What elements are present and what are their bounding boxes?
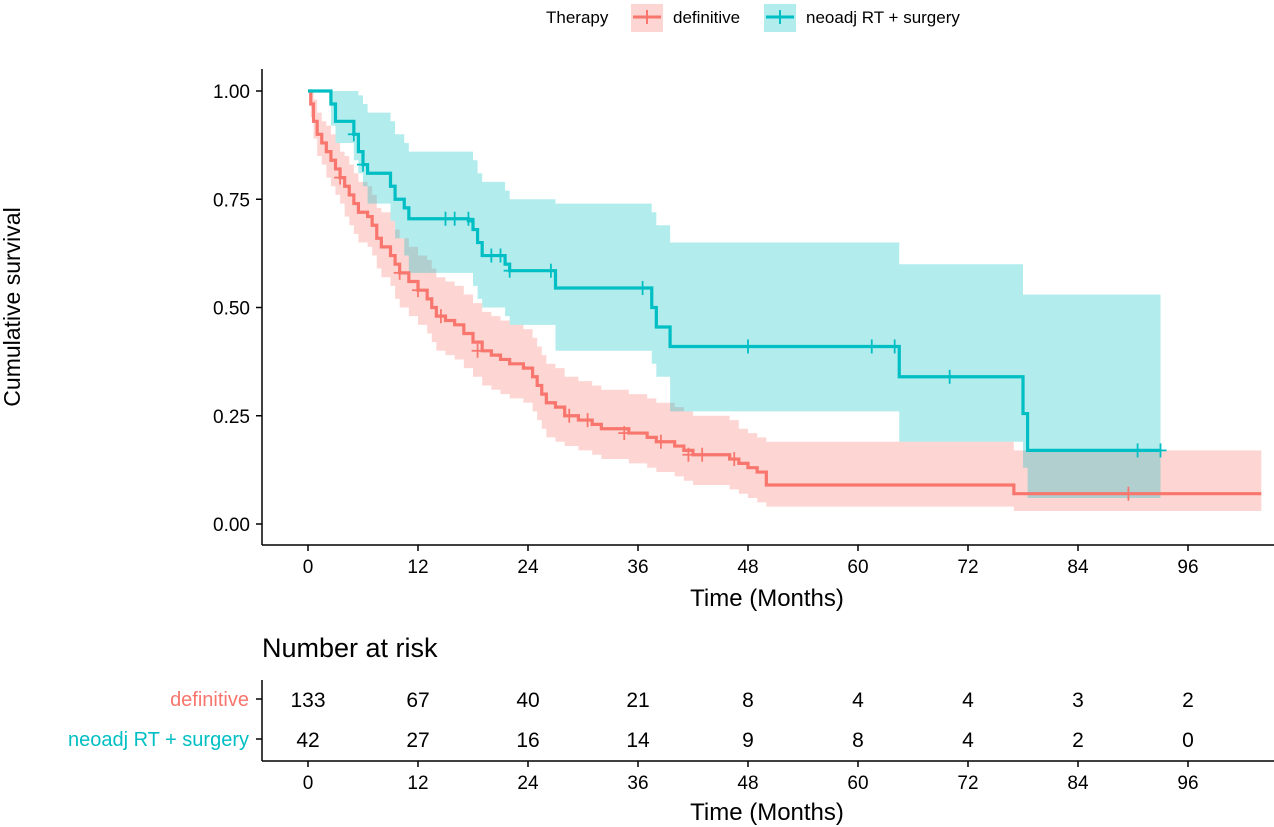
censor-mark-neoadj [503,263,516,278]
censor-mark-neoadj [1131,443,1144,458]
censor-mark-definitive [696,447,709,462]
risk-x-tick-label: 12 [407,773,428,794]
risk-x-tick-label: 60 [847,773,868,794]
risk-x-tick-label: 36 [627,773,648,794]
censor-mark-neoadj [448,211,461,226]
risk-count: 40 [516,689,539,712]
survival-curve-neoadj [308,89,1161,452]
risk-count: 4 [962,729,974,752]
risk-table-x-ticks: 0 12 24 36 48 60 72 84 96 [303,761,1199,794]
legend-label-definitive: definitive [673,8,740,27]
censor-mark-definitive [618,426,631,441]
risk-count: 14 [626,729,650,752]
risk-row-label: neoadj RT + surgery [68,729,249,751]
censor-mark-neoadj [943,369,956,384]
y-tick-label: 0.75 [213,190,250,211]
risk-count: 0 [1182,729,1194,752]
censor-mark-neoadj [742,339,754,354]
risk-count: 2 [1182,689,1194,712]
risk-count: 67 [406,689,429,712]
risk-x-tick-label: 48 [737,773,758,794]
legend-key-neoadj [764,4,796,32]
risk-count: 8 [852,729,864,752]
legend-title: Therapy [546,8,609,27]
risk-x-tick-label: 0 [303,773,314,794]
legend-key-definitive [631,4,663,32]
risk-table-x-title: Time (Months) [690,799,844,826]
censor-mark-definitive [393,265,406,280]
x-axis-title: Time (Months) [690,585,844,612]
x-tick-label: 0 [303,557,314,578]
censor-mark-definitive [563,408,576,423]
y-tick-label: 1.00 [213,82,250,103]
ci-band-neoadj [308,91,1161,499]
x-tick-label: 84 [1067,557,1089,578]
x-tick-label: 48 [737,557,758,578]
risk-count: 3 [1072,689,1084,712]
y-tick-label: 0.25 [213,407,250,428]
risk-x-tick-label: 96 [1177,773,1198,794]
risk-count: 2 [1072,729,1084,752]
y-axis-ticks: 0.00 0.25 0.50 0.75 1.00 [213,82,262,536]
ci-band-definitive [308,91,1262,512]
y-tick-label: 0.00 [213,515,250,536]
x-tick-label: 60 [847,557,868,578]
censor-mark-neoadj [347,127,360,142]
censor-mark-neoadj [865,339,878,354]
censor-mark-definitive [682,447,695,462]
censor-mark-neoadj [357,157,369,172]
x-tick-label: 12 [407,557,428,578]
censor-mark-neoadj [636,281,649,296]
x-tick-label: 36 [627,557,648,578]
confidence-bands [308,91,1262,512]
censor-mark-definitive [334,170,347,185]
censor-mark-neoadj [462,211,475,226]
x-tick-label: 96 [1177,557,1198,578]
risk-x-tick-label: 72 [957,773,978,794]
risk-table-title: Number at risk [262,633,438,663]
y-axis-title: Cumulative survival [0,207,25,406]
censor-mark-definitive [728,452,741,467]
legend-label-neoadj: neoadj RT + surgery [806,8,960,27]
y-tick-label: 0.50 [213,299,250,320]
survival-curves [308,89,1262,496]
censor-mark-neoadj [544,263,557,278]
x-tick-label: 72 [957,557,978,578]
survival-curve-definitive [308,89,1262,496]
risk-count: 27 [406,729,429,752]
risk-row-label: definitive [170,689,249,711]
censor-mark-definitive [654,434,667,449]
censor-mark-definitive [412,283,424,298]
legend: Therapy definitive neoadj RT + surgery [546,4,960,32]
risk-count: 42 [296,729,319,752]
censor-mark-neoadj [494,248,507,263]
risk-count: 133 [290,689,325,712]
risk-count: 8 [742,689,754,712]
risk-count: 4 [852,689,864,712]
censor-marks [334,127,1167,501]
risk-count: 21 [626,689,649,712]
risk-x-tick-label: 84 [1067,773,1089,794]
x-axis-ticks: 0 12 24 36 48 60 72 84 96 [303,545,1199,578]
risk-x-tick-label: 24 [517,773,539,794]
risk-count: 9 [742,729,754,752]
x-tick-label: 24 [517,557,539,578]
censor-mark-definitive [434,309,447,324]
risk-count: 4 [962,689,974,712]
risk-count: 16 [516,729,539,752]
censor-mark-neoadj [1154,443,1167,458]
censor-mark-neoadj [888,339,901,354]
censor-mark-definitive [471,343,484,358]
censor-mark-definitive [1122,486,1135,501]
censor-mark-definitive [581,413,594,428]
